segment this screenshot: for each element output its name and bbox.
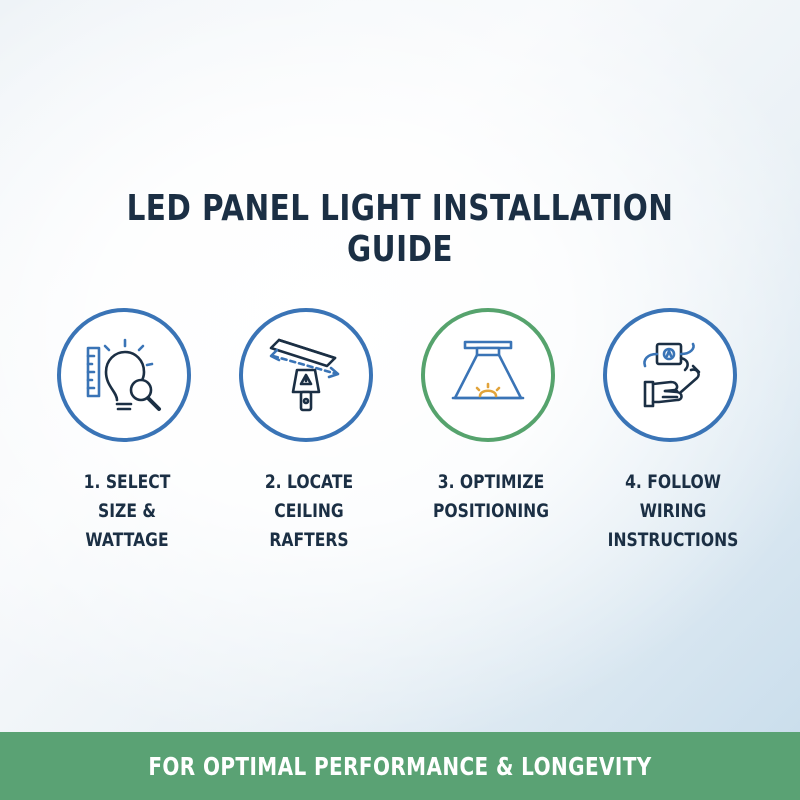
footer-banner-text: FOR OPTIMAL PERFORMANCE & LONGEVITY (148, 752, 652, 781)
step-1-label: 1. SELECT SIZE & WATTAGE (83, 471, 171, 551)
step-4-icon-circle (603, 308, 737, 442)
step-4-label: 4. FOLLOW WIRING INSTRUCTIONS (607, 471, 739, 551)
step-1-icon-circle (57, 308, 191, 442)
footer-banner: FOR OPTIMAL PERFORMANCE & LONGEVITY (0, 732, 800, 800)
bulb-ruler-magnifier-icon (86, 338, 161, 411)
stud-finder-icon (269, 338, 340, 412)
wiring-wrench-hand-icon (643, 342, 701, 408)
ceiling-light-beam-icon (451, 340, 525, 400)
steps-row: 1. SELECT SIZE & WATTAGE 2. LOCATE CEILI… (0, 308, 800, 568)
page-title: LED PANEL LIGHT INSTALLATION GUIDE (126, 188, 674, 270)
step-3-icon-circle (421, 308, 555, 442)
step-2-icon-circle (239, 308, 373, 442)
step-2-label: 2. LOCATE CEILING RAFTERS (264, 471, 354, 551)
step-3-label: 3. OPTIMIZE POSITIONING (432, 471, 550, 522)
